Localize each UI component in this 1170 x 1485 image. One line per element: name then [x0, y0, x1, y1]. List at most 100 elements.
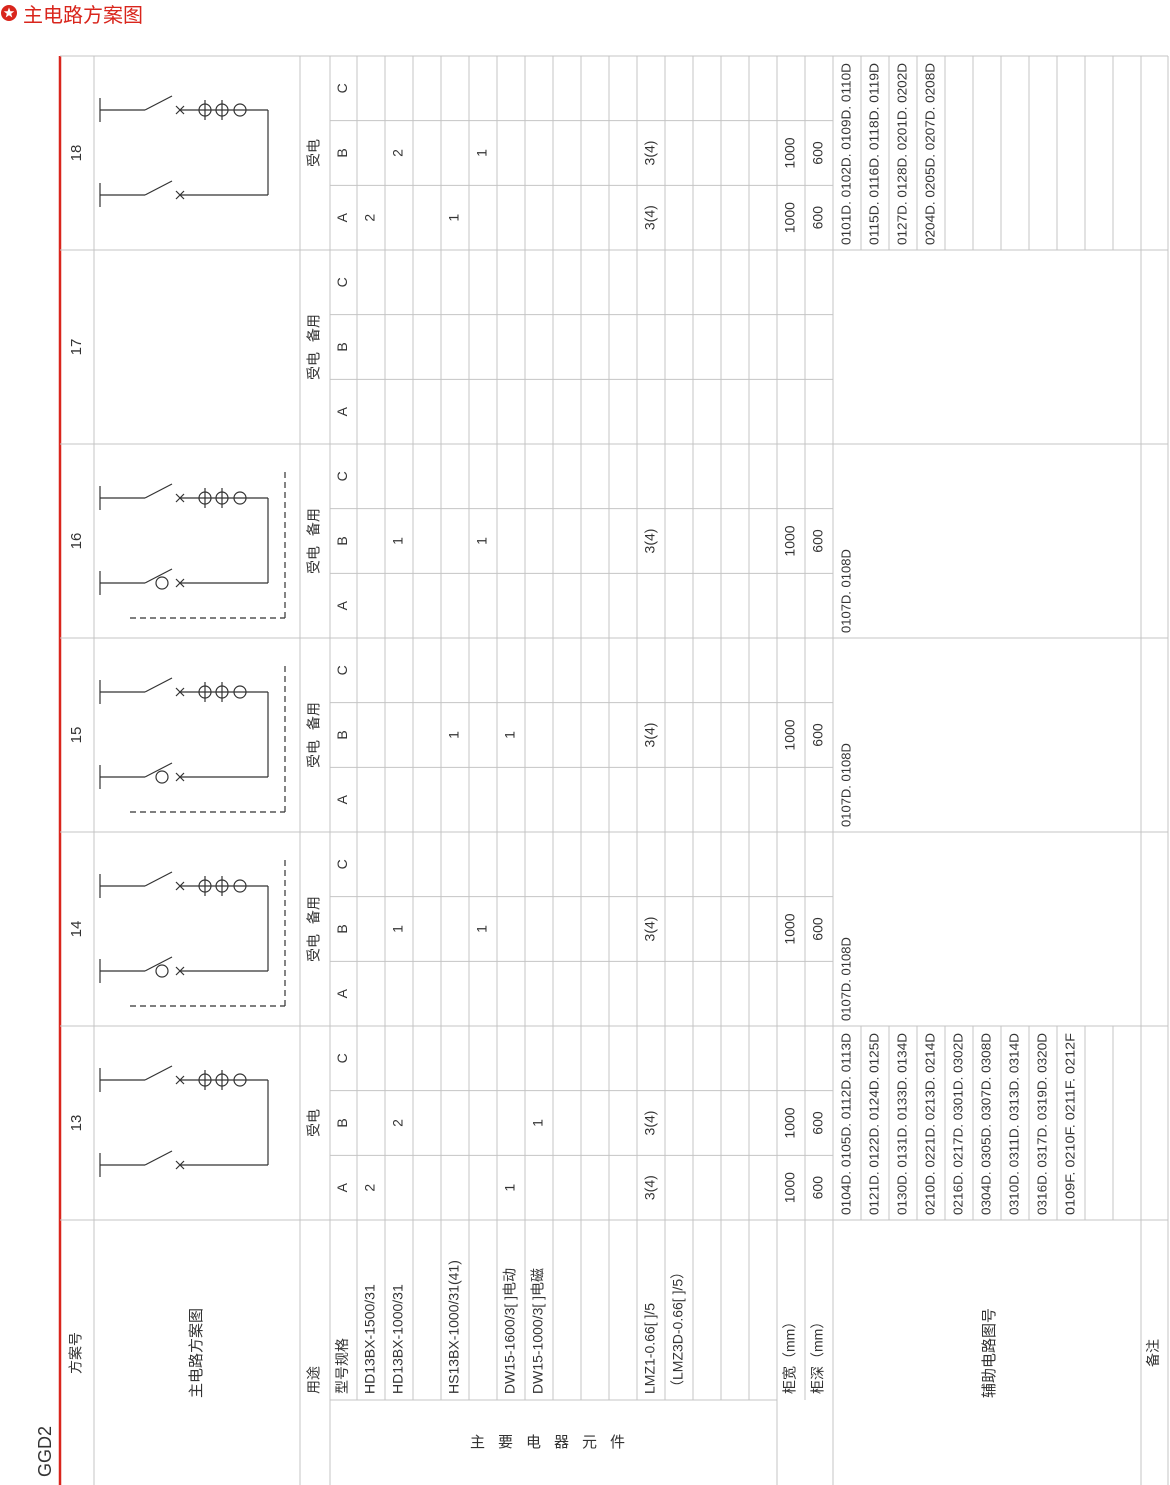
cell-text: 柜深（mm） — [810, 1315, 826, 1394]
cell-text: 0316D. 0317D. 0319D. 0320D — [1034, 1033, 1049, 1215]
cell-text: 0127D. 0128D. 0201D. 0202D — [894, 63, 909, 245]
switch-blade — [144, 871, 173, 887]
cell-text: 1000 — [782, 913, 798, 944]
cell-text: 0107D. 0108D — [838, 743, 853, 827]
cell-text: A — [334, 600, 350, 610]
cell-text: HD13BX-1000/31 — [390, 1284, 406, 1394]
current-transformer — [233, 103, 247, 117]
cell-text: 0121D. 0122D. 0124D. 0125D — [866, 1033, 881, 1215]
cell-text: 2 — [390, 1119, 406, 1127]
cell-text: 受电 — [306, 139, 322, 167]
switch-blade — [144, 568, 173, 584]
switch-blade — [144, 483, 173, 499]
cell-text: 受电 备用 — [306, 896, 322, 962]
cell-text: 1 — [390, 925, 406, 933]
cell-text: 1000 — [782, 202, 798, 233]
relay-coil — [155, 576, 169, 590]
cell-text: 13 — [68, 1115, 85, 1132]
relay-coil — [155, 770, 169, 784]
cell-text: 0310D. 0311D. 0313D. 0314D — [1006, 1033, 1021, 1215]
current-transformer — [233, 879, 247, 893]
switch-blade — [144, 956, 173, 972]
cell-text: 1 — [474, 925, 490, 933]
cell-text: C — [334, 83, 350, 93]
cell-text: 0304D. 0305D. 0307D. 0308D — [978, 1033, 993, 1215]
cell-text: A — [334, 794, 350, 804]
cell-text: 1000 — [782, 719, 798, 750]
cell-text: 16 — [68, 533, 85, 550]
switch-blade — [144, 762, 173, 778]
cell-text: 0210D. 0221D. 0213D. 0214D — [922, 1033, 937, 1215]
cell-text: 600 — [810, 529, 826, 553]
cell-text: 1000 — [782, 525, 798, 556]
cell-text: 3(4) — [642, 205, 658, 230]
header-icon — [1, 5, 17, 21]
cell-text: A — [334, 212, 350, 222]
cell-text: LMZ1-0.66[ ]/5 — [642, 1303, 658, 1394]
current-transformer — [233, 491, 247, 505]
cell-text: 17 — [68, 339, 85, 356]
cell-text: 3(4) — [642, 723, 658, 748]
cell-text: 柜宽（mm） — [782, 1315, 798, 1394]
cell-text: 600 — [810, 1111, 826, 1135]
cell-text: （LMZ3D-0.66[ ]/5） — [670, 1265, 686, 1394]
cell-text: C — [334, 665, 350, 675]
cell-text: 2 — [362, 1184, 378, 1192]
cell-text: 3(4) — [642, 1111, 658, 1136]
cell-text: 用途 — [306, 1366, 322, 1394]
cell-text: 18 — [68, 145, 85, 162]
grid — [58, 55, 1169, 1485]
cell-text: 受电 备用 — [306, 508, 322, 574]
cell-text: A — [334, 406, 350, 416]
cell-text: 0216D. 0217D. 0301D. 0302D — [950, 1033, 965, 1215]
cell-text: HS13BX-1000/31(41) — [446, 1260, 462, 1394]
cell-text: 受电 备用 — [306, 314, 322, 380]
diagrams — [99, 95, 286, 1177]
cell-text: 2 — [362, 214, 378, 222]
cell-text: A — [334, 1182, 350, 1192]
cell-text: 主要电器元件 — [470, 1434, 638, 1451]
cell-text: 0107D. 0108D — [838, 937, 853, 1021]
current-transformer — [233, 685, 247, 699]
cell-text: 主电路方案图 — [187, 1308, 205, 1398]
cell-text: 备注 — [1145, 1339, 1161, 1367]
cell-text: 2 — [390, 149, 406, 157]
cell-text: 1 — [390, 537, 406, 545]
cell-text: 1000 — [782, 1107, 798, 1138]
cell-text: 3(4) — [642, 1175, 658, 1200]
cell-text: 0101D. 0102D. 0109D. 0110D — [838, 63, 853, 245]
cell-text: B — [334, 536, 350, 545]
cell-text: 0115D. 0116D. 0118D. 0119D — [866, 63, 881, 245]
cell-text: DW15-1600/3[ ]电动 — [502, 1268, 518, 1394]
cell-text: B — [334, 342, 350, 351]
cell-text: 1 — [530, 1119, 546, 1127]
cell-text: C — [334, 1053, 350, 1063]
header-title: 主电路方案图 — [23, 4, 143, 27]
switch-blade — [144, 95, 173, 111]
cell-text: 3(4) — [642, 529, 658, 554]
cell-text: 1 — [474, 537, 490, 545]
cell-text: 1 — [446, 731, 462, 739]
cell-text: B — [334, 1118, 350, 1127]
cell-text: 0130D. 0131D. 0133D. 0134D — [894, 1033, 909, 1215]
cell-text: 15 — [68, 727, 85, 744]
cell-text: 600 — [810, 917, 826, 941]
cell-text: B — [334, 148, 350, 157]
current-transformer — [233, 1073, 247, 1087]
model-label: GGD2 — [35, 1426, 55, 1477]
cell-text: 1 — [446, 214, 462, 222]
cell-text: B — [334, 924, 350, 933]
cell-text: 600 — [810, 141, 826, 165]
cell-text: 3(4) — [642, 917, 658, 942]
relay-coil — [155, 964, 169, 978]
cell-text: 0104D. 0105D. 0112D. 0113D — [838, 1033, 853, 1215]
cell-text: 0204D. 0205D. 0207D. 0208D — [922, 63, 937, 245]
page-header: 主电路方案图 — [0, 0, 143, 27]
cell-text: 受电 备用 — [306, 702, 322, 768]
cell-text: 600 — [810, 723, 826, 747]
switch-blade — [144, 1065, 173, 1081]
cell-text: 3(4) — [642, 141, 658, 166]
